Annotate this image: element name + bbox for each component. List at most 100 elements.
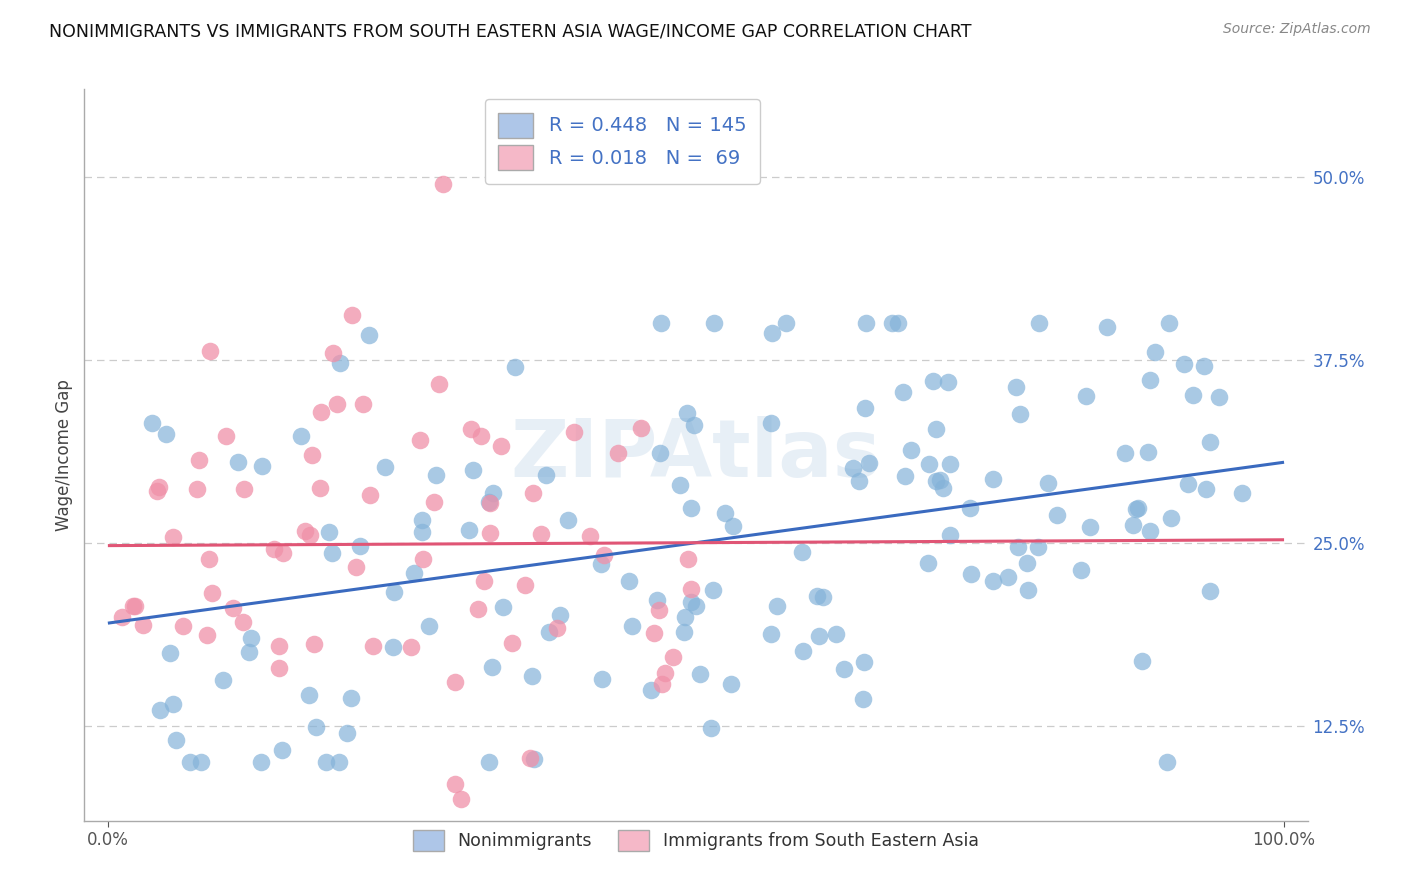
Point <box>825 627 848 641</box>
Point <box>673 625 696 640</box>
Point <box>546 622 568 636</box>
Point <box>162 697 184 711</box>
Point <box>534 468 557 483</box>
Point <box>699 721 721 735</box>
Point <box>322 346 344 360</box>
Point <box>645 592 668 607</box>
Point <box>412 551 434 566</box>
Point <box>238 645 260 659</box>
Point <box>1198 584 1220 599</box>
Point <box>676 406 699 420</box>
Point <box>299 528 322 542</box>
Point <box>939 457 962 471</box>
Point <box>759 627 782 641</box>
Point <box>1122 518 1144 533</box>
Point <box>792 644 814 658</box>
Point <box>557 513 579 527</box>
Point <box>408 433 430 447</box>
Point <box>654 666 676 681</box>
Point <box>630 421 652 435</box>
Point <box>1125 501 1147 516</box>
Point <box>1177 477 1199 491</box>
Point <box>714 506 737 520</box>
Point <box>290 429 312 443</box>
Point <box>382 584 405 599</box>
Point <box>925 422 948 436</box>
Point <box>1143 345 1166 359</box>
Point <box>155 426 177 441</box>
Point <box>662 649 685 664</box>
Point <box>1192 359 1215 374</box>
Point <box>361 639 384 653</box>
Point <box>1160 510 1182 524</box>
Point <box>853 656 876 670</box>
Point <box>520 669 543 683</box>
Point <box>538 624 561 639</box>
Point <box>591 672 613 686</box>
Point <box>1028 316 1050 330</box>
Point <box>374 460 396 475</box>
Point <box>298 688 321 702</box>
Point <box>444 777 467 791</box>
Point <box>309 404 332 418</box>
Point <box>1137 445 1160 459</box>
Point <box>681 582 703 597</box>
Point <box>921 374 943 388</box>
Point <box>233 482 256 496</box>
Point <box>271 743 294 757</box>
Point <box>650 316 672 330</box>
Point <box>401 640 423 654</box>
Point <box>1070 563 1092 577</box>
Point <box>352 397 374 411</box>
Point <box>775 316 797 330</box>
Point <box>335 726 357 740</box>
Point <box>562 425 585 439</box>
Point <box>503 360 526 375</box>
Point <box>301 448 323 462</box>
Point <box>1078 520 1101 534</box>
Point <box>195 628 218 642</box>
Point <box>432 178 454 192</box>
Point <box>271 546 294 560</box>
Point <box>523 752 546 766</box>
Point <box>215 429 238 443</box>
Point <box>1007 540 1029 554</box>
Point <box>250 459 273 474</box>
Point <box>460 422 482 436</box>
Point <box>900 442 922 457</box>
Point <box>880 316 903 330</box>
Point <box>925 474 948 488</box>
Point <box>305 720 328 734</box>
Point <box>643 626 665 640</box>
Point <box>853 401 876 416</box>
Point <box>321 546 343 560</box>
Point <box>1017 582 1039 597</box>
Point <box>1182 388 1205 402</box>
Point <box>918 457 941 471</box>
Point <box>239 632 262 646</box>
Point <box>529 526 551 541</box>
Point <box>676 551 699 566</box>
Point <box>1097 319 1119 334</box>
Point <box>579 529 602 543</box>
Point <box>1046 508 1069 522</box>
Point <box>619 574 641 588</box>
Point <box>315 755 337 769</box>
Point <box>427 376 450 391</box>
Point <box>212 673 235 688</box>
Point <box>423 495 446 509</box>
Point <box>402 566 425 581</box>
Point <box>124 599 146 613</box>
Point <box>250 755 273 769</box>
Point <box>702 316 724 330</box>
Point <box>165 733 187 747</box>
Point <box>411 524 433 539</box>
Point <box>855 316 877 330</box>
Point <box>640 682 662 697</box>
Point <box>683 417 706 432</box>
Point <box>269 639 291 653</box>
Point <box>669 478 692 492</box>
Point <box>997 569 1019 583</box>
Point <box>813 590 835 604</box>
Point <box>1159 316 1181 330</box>
